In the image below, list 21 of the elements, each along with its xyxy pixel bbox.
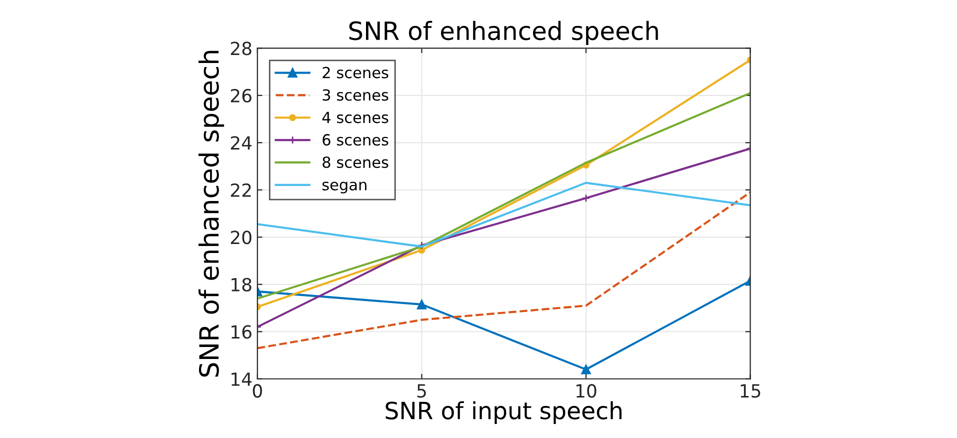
legend-label: 4 scenes	[322, 112, 388, 124]
x-tick-label: 5	[417, 384, 426, 398]
y-axis-title: SNR of enhanced speech	[198, 50, 224, 377]
y-tick-label: 26	[230, 88, 252, 103]
x-tick-label: 0	[252, 384, 262, 398]
y-tick-label: 24	[230, 136, 252, 150]
chart-title: SNR of enhanced speech	[349, 20, 658, 46]
x-axis-title: SNR of input speech	[386, 401, 622, 424]
y-tick-label: 28	[230, 42, 252, 56]
legend-label: 2 scenes	[322, 66, 388, 78]
x-tick-label: 10	[576, 384, 596, 398]
y-tick-label: 22	[230, 183, 251, 197]
legend-label: 3 scenes	[322, 89, 388, 101]
legend-label: segan	[322, 182, 366, 194]
x-tick-label: 15	[740, 384, 760, 398]
legend-label: 6 scenes	[322, 134, 388, 146]
y-tick-label: 16	[232, 325, 252, 339]
legend-label: 8 scenes	[322, 156, 388, 168]
y-tick-label: 18	[232, 278, 252, 292]
y-tick-label: 20	[230, 230, 252, 244]
y-tick-label: 14	[232, 372, 252, 386]
